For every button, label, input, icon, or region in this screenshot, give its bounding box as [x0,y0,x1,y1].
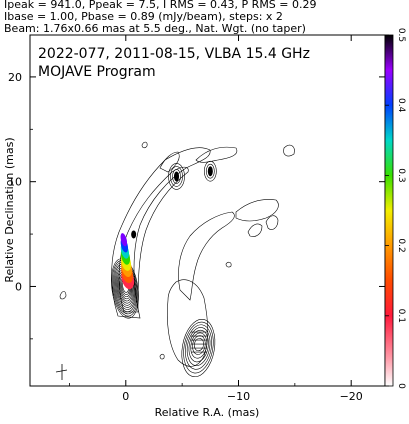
annotation-line-1: 2022-077, 2011-08-15, VLBA 15.4 GHz [38,46,310,62]
jet-knot-contour [172,169,181,184]
jet-contour [167,279,209,367]
x-tick-label: −20 [340,390,363,403]
colorbar-tick-label: 0.5 [396,28,406,42]
colorbar-tick-label: 0.2 [396,238,406,252]
x-axis-ticks: 0 −10 −20 [69,35,363,403]
polarization-band [120,233,128,247]
beam-marker [55,364,68,380]
colorbar-tick-label: 0 [396,383,406,389]
colorbar-tick-label: 0.1 [396,309,406,323]
header-line-1: Ipeak = 941.0, Ppeak = 7.5, I RMS = 0.43… [4,0,317,11]
colorbar-ticks: 0 0.1 0.2 0.3 0.4 0.5 [385,28,406,389]
jet-contour [247,223,263,237]
header-line-2: Ibase = 1.00, Pbase = 0.89 (mJy/beam), s… [4,10,283,23]
y-tick-label: 0 [15,280,22,293]
annotation-line-2: MOJAVE Program [38,64,156,80]
jet-contour [265,215,279,230]
jet-knot-contour [168,163,185,190]
jet-knot-peak [174,171,180,182]
header-line-3: Beam: 1.76x0.66 mas at 5.5 deg., Nat. Wg… [4,22,306,35]
x-tick-label: 0 [122,390,129,403]
colorbar [384,34,394,387]
jet-contour [283,144,295,157]
southern-knot-contour [185,324,212,370]
southern-knot-contour [193,338,204,352]
jet-contour [159,353,165,360]
y-tick-label: 20 [8,71,22,84]
y-axis-ticks: 0 10 20 [8,71,385,340]
colorbar-tick-label: 0.3 [396,168,406,182]
x-axis-label: Relative R.A. (mas) [155,406,260,419]
jet-contour [159,151,180,173]
southern-knot-contour [183,321,214,374]
polarization-peak [131,230,137,239]
colorbar-tick-label: 0.4 [396,98,406,113]
polarization-color-layer [120,230,137,290]
jet-contour [235,199,279,222]
jet-knot-contour [204,160,217,182]
y-axis-label: Relative Declination (mas) [3,137,16,282]
core-contour [111,258,139,319]
jet-knot-contour [170,166,183,187]
jet-contour [225,261,232,268]
y-tick-label: 10 [8,176,22,189]
jet-contour [195,146,238,163]
jet-knot-peak [207,166,213,177]
southern-knot-contour [181,319,216,378]
contour-layer [59,141,295,378]
jet-contour [178,211,235,301]
southern-knot-contour [188,329,209,363]
x-tick-label: −10 [227,390,250,403]
jet-contour [141,141,148,149]
jet-knot-contour [206,163,215,179]
jet-contour [59,291,67,300]
